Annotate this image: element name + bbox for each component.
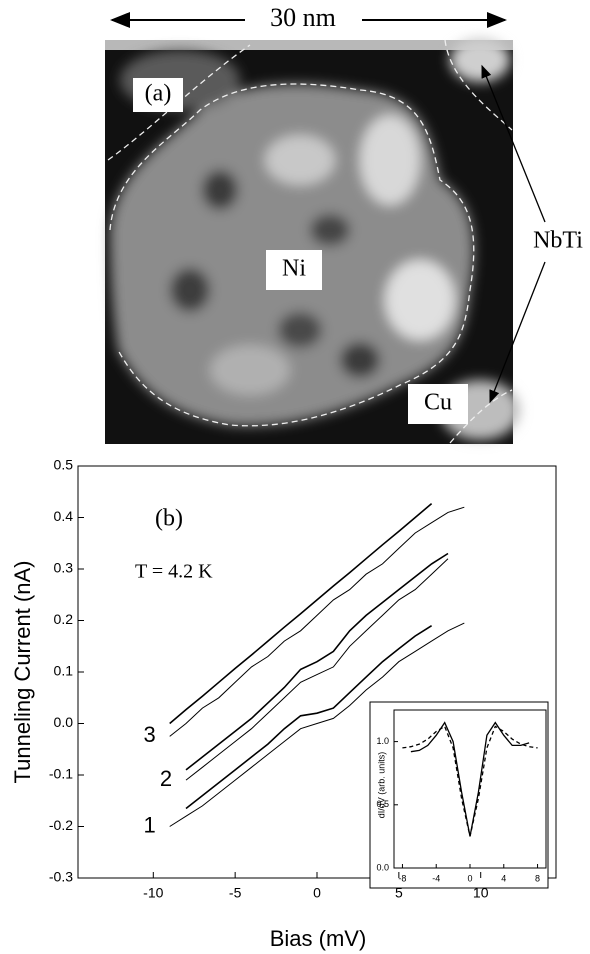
annotation: T = 4.2 K [135, 561, 213, 583]
x-tick-label: 8 [535, 873, 540, 883]
inset-y-label: dI/dV (arb. units) [376, 752, 386, 819]
curve-label: 3 [144, 722, 156, 747]
data-line [185, 625, 433, 810]
y-tick-label: 0.5 [54, 457, 74, 473]
x-axis-label: Bias (mV) [270, 926, 367, 951]
y-tick-label: 0.4 [54, 508, 74, 524]
data-line [402, 725, 538, 837]
panel-a: 30 nm (a) Ni Cu NbTi [105, 3, 583, 444]
x-tick-label: -4 [432, 873, 440, 883]
y-tick-label: -0.2 [49, 817, 73, 833]
boundaries [107, 39, 513, 444]
data-line [169, 502, 433, 725]
pointer-arrow [489, 261, 546, 404]
x-tick-label: 0 [467, 873, 472, 883]
data-line [169, 622, 465, 827]
y-tick-label: 0.3 [54, 560, 74, 576]
curve-label: 1 [144, 812, 156, 837]
region-label: Cu [424, 390, 452, 416]
data-line [185, 552, 449, 771]
image-header [105, 40, 513, 50]
label-box [408, 384, 468, 424]
y-tick-label: 1.0 [376, 736, 389, 746]
inset-plot-frame [393, 709, 547, 869]
y-axis-label: Tunneling Current (nA) [10, 561, 35, 784]
x-tick-label: 4 [501, 873, 506, 883]
data-line [185, 558, 449, 781]
pointer-arrow [481, 64, 546, 223]
label-box [133, 78, 183, 112]
y-tick-label: 0.5 [376, 799, 389, 809]
y-tick-label: -0.3 [49, 869, 73, 885]
region-label: NbTi [533, 228, 583, 254]
x-tick-label: -10 [143, 885, 163, 901]
curve-label: 2 [160, 766, 172, 791]
inset-box [369, 701, 549, 889]
y-tick-label: 0.0 [54, 714, 74, 730]
x-tick-label: 5 [395, 885, 403, 901]
scale-label: 30 nm [270, 3, 336, 32]
panel-label: (b) [155, 506, 183, 532]
y-tick-label: 0.0 [376, 862, 389, 872]
x-tick-label: 0 [313, 885, 321, 901]
x-tick-label: -5 [229, 885, 242, 901]
y-tick-label: -0.1 [49, 766, 73, 782]
panel-label: (a) [145, 81, 172, 107]
region-label: Ni [282, 256, 306, 282]
y-tick-label: 0.2 [54, 611, 74, 627]
label-box [266, 250, 322, 290]
x-tick-label: -8 [398, 873, 406, 883]
data-line [169, 506, 465, 737]
x-tick-label: 10 [473, 885, 489, 901]
y-tick-label: 0.1 [54, 663, 74, 679]
